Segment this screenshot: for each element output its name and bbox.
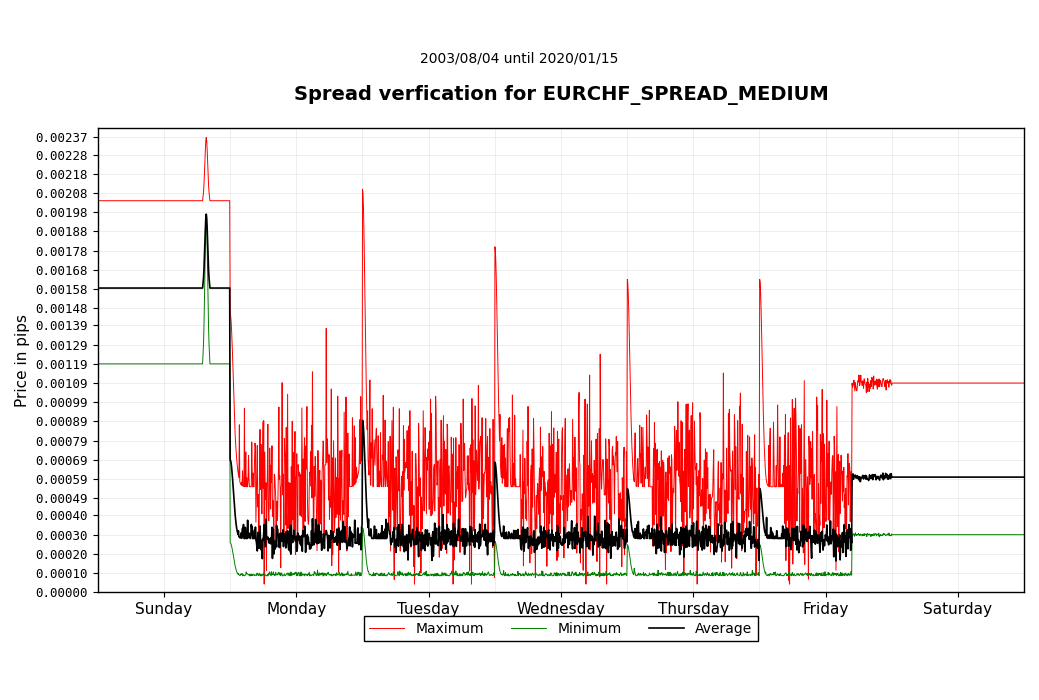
Minimum — [515, 571, 528, 580]
Maximum — [258, 580, 270, 588]
Average — [906, 473, 918, 482]
Minimum — [503, 572, 515, 580]
Line: Average: Average — [98, 214, 1024, 561]
Average — [514, 542, 527, 550]
Legend: Maximum, Minimum, Average: Maximum, Minimum, Average — [364, 616, 758, 641]
Minimum — [788, 571, 800, 580]
Maximum — [933, 379, 945, 387]
Minimum — [91, 360, 104, 368]
Average — [830, 556, 843, 565]
Average — [933, 473, 945, 482]
Line: Maximum: Maximum — [98, 137, 1024, 584]
Maximum — [906, 379, 918, 387]
Maximum — [613, 489, 625, 498]
Maximum — [1017, 379, 1030, 387]
Minimum — [1017, 531, 1030, 539]
Average — [201, 210, 213, 218]
Maximum — [788, 419, 800, 428]
Maximum — [1018, 379, 1031, 387]
Title: Spread verfication for EURCHF_SPREAD_MEDIUM: Spread verfication for EURCHF_SPREAD_MED… — [293, 85, 828, 105]
Average — [612, 535, 624, 543]
Minimum — [906, 531, 918, 539]
Average — [91, 284, 104, 292]
Minimum — [933, 531, 945, 539]
Average — [787, 533, 799, 541]
Line: Minimum: Minimum — [98, 218, 1024, 576]
Maximum — [515, 544, 528, 552]
Text: 2003/08/04 until 2020/01/15: 2003/08/04 until 2020/01/15 — [421, 52, 618, 66]
Maximum — [91, 197, 104, 205]
Minimum — [613, 570, 625, 579]
Minimum — [1018, 531, 1031, 539]
Average — [1018, 473, 1031, 482]
Y-axis label: Price in pips: Price in pips — [15, 314, 30, 407]
Minimum — [201, 214, 213, 222]
Average — [1017, 473, 1030, 482]
Maximum — [201, 133, 213, 141]
